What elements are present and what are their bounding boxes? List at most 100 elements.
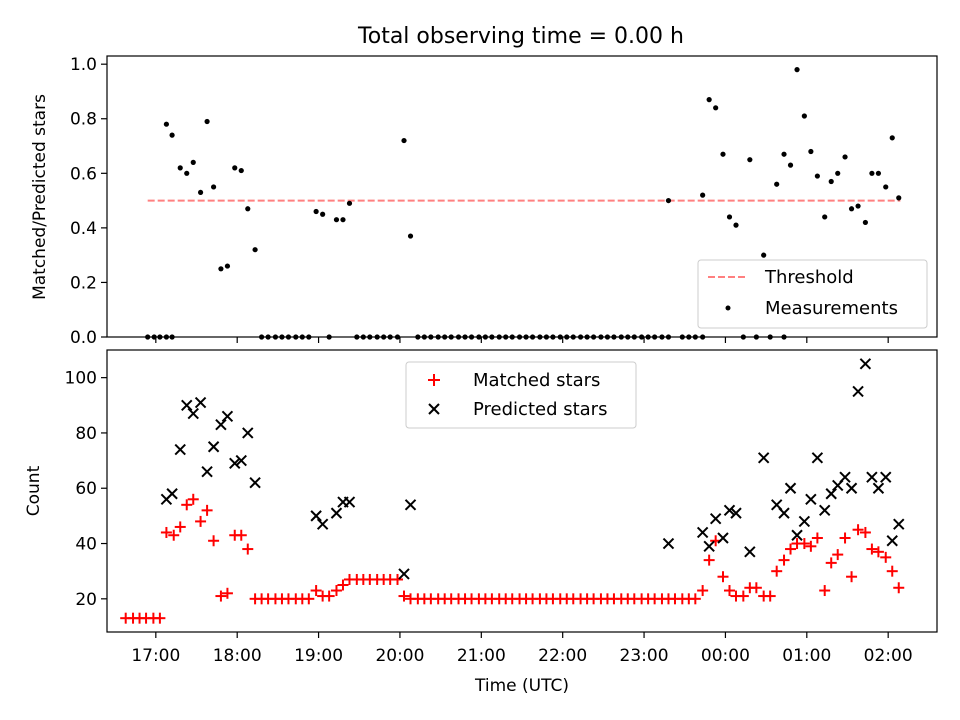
measurement-point bbox=[442, 334, 448, 340]
measurement-point bbox=[360, 334, 366, 340]
measurement-point bbox=[232, 165, 238, 171]
matched-star-point bbox=[778, 554, 790, 566]
ratio-y-tick-label: 0.2 bbox=[70, 273, 97, 293]
ratio-y-tick-label: 1.0 bbox=[70, 55, 97, 75]
matched-star-point bbox=[811, 532, 823, 544]
measurement-point bbox=[516, 334, 523, 340]
measurement-point bbox=[774, 181, 780, 187]
measurement-point bbox=[753, 334, 759, 340]
predicted-star-point bbox=[805, 493, 817, 506]
matched-star-point bbox=[160, 526, 172, 538]
matched-star-point bbox=[337, 579, 349, 591]
measurement-point bbox=[848, 206, 855, 212]
matched-star-point bbox=[215, 590, 227, 602]
measurement-point bbox=[184, 170, 190, 176]
matched-star-point bbox=[771, 565, 783, 577]
measurement-point bbox=[835, 170, 841, 176]
matched-star-point bbox=[697, 585, 709, 597]
measurement-point bbox=[496, 334, 502, 340]
ratio-legend: Threshold Measurements bbox=[697, 259, 928, 329]
measurement-point bbox=[706, 97, 712, 103]
predicted-star-point bbox=[709, 512, 722, 525]
measurement-point bbox=[686, 334, 692, 340]
measurement-point bbox=[713, 105, 719, 111]
measurement-point bbox=[618, 334, 624, 340]
measurement-point bbox=[639, 334, 645, 340]
measurement-point bbox=[692, 334, 698, 340]
matched-star-point bbox=[764, 590, 776, 602]
measurement-point bbox=[767, 334, 773, 340]
matched-star-point bbox=[303, 593, 315, 605]
measurement-point bbox=[320, 211, 326, 217]
measurement-point bbox=[665, 334, 672, 340]
measurement-point bbox=[747, 157, 753, 163]
matched-star-point bbox=[323, 590, 335, 602]
measurement-point bbox=[828, 178, 834, 185]
predicted-star-point bbox=[723, 504, 736, 517]
count-y-tick-label: 80 bbox=[75, 424, 97, 444]
legend-measurements-swatch bbox=[725, 305, 731, 311]
measurement-point bbox=[529, 334, 536, 340]
predicted-star-point bbox=[221, 410, 234, 423]
predicted-star-point bbox=[811, 452, 824, 464]
measurement-point bbox=[421, 334, 427, 340]
predicted-star-point bbox=[696, 526, 709, 539]
measurement-point bbox=[157, 334, 163, 340]
count-y-axis-label: Count bbox=[24, 465, 44, 516]
predicted-star-point bbox=[235, 454, 247, 467]
predicted-star-point bbox=[825, 488, 837, 500]
matched-star-point bbox=[852, 524, 864, 536]
matched-star-point bbox=[893, 582, 905, 594]
measurement-point bbox=[611, 334, 617, 340]
measurement-point bbox=[346, 200, 353, 206]
matched-star-point bbox=[872, 546, 884, 558]
count-x-tick-label: 00:00 bbox=[701, 646, 750, 666]
matched-star-point bbox=[798, 538, 810, 550]
matched-star-point bbox=[208, 535, 220, 547]
ratio-panel: 0.0 0.2 0.4 0.6 0.8 1.0 Matched/Predicted sta… bbox=[30, 55, 938, 348]
predicted-star-point bbox=[187, 407, 199, 420]
matched-star-point bbox=[859, 526, 871, 538]
measurement-point bbox=[299, 334, 305, 340]
ratio-y-tick-label: 0.0 bbox=[70, 328, 97, 348]
predicted-star-point bbox=[839, 471, 851, 483]
measurement-point bbox=[564, 334, 570, 340]
measurement-point bbox=[476, 334, 482, 340]
matched-star-point bbox=[689, 593, 701, 605]
measurement-point bbox=[259, 334, 265, 340]
measurement-point bbox=[224, 263, 231, 269]
matched-star-point bbox=[242, 543, 254, 555]
predicted-star-point bbox=[207, 441, 220, 453]
measurement-point bbox=[842, 154, 848, 160]
count-x-tick-label: 19:00 bbox=[294, 646, 343, 666]
count-x-tick-label: 01:00 bbox=[782, 646, 831, 666]
measurement-point bbox=[570, 334, 576, 340]
matched-star-point bbox=[195, 515, 207, 527]
matched-star-point bbox=[737, 590, 749, 602]
measurement-point bbox=[387, 334, 393, 340]
measurement-point bbox=[883, 184, 889, 190]
measurement-point bbox=[700, 192, 706, 198]
ratio-y-tick-label: 0.4 bbox=[70, 219, 97, 239]
count-panel: 17:00 18:00 19:00 20:00 21:00 22:00 23:00 00:00… bbox=[24, 349, 938, 696]
count-x-tick-label: 23:00 bbox=[620, 646, 669, 666]
predicted-star-point bbox=[174, 443, 186, 456]
measurement-point bbox=[407, 233, 414, 239]
count-y-tick-label: 20 bbox=[75, 590, 97, 610]
measurement-point bbox=[455, 334, 462, 340]
measurement-point bbox=[726, 214, 733, 220]
matched-star-point bbox=[174, 521, 186, 533]
measurement-point bbox=[577, 334, 584, 340]
matched-star-point bbox=[805, 540, 817, 552]
measurement-point bbox=[468, 334, 475, 340]
measurement-point bbox=[794, 67, 800, 73]
measurement-point bbox=[333, 217, 340, 223]
measurement-point bbox=[889, 135, 895, 141]
count-x-tick-label: 22:00 bbox=[538, 646, 587, 666]
measurement-point bbox=[801, 113, 807, 119]
matched-star-point bbox=[201, 504, 213, 516]
measurement-point bbox=[435, 334, 441, 340]
measurement-point bbox=[354, 334, 360, 340]
measurement-point bbox=[659, 334, 665, 340]
measurement-point bbox=[652, 334, 658, 340]
